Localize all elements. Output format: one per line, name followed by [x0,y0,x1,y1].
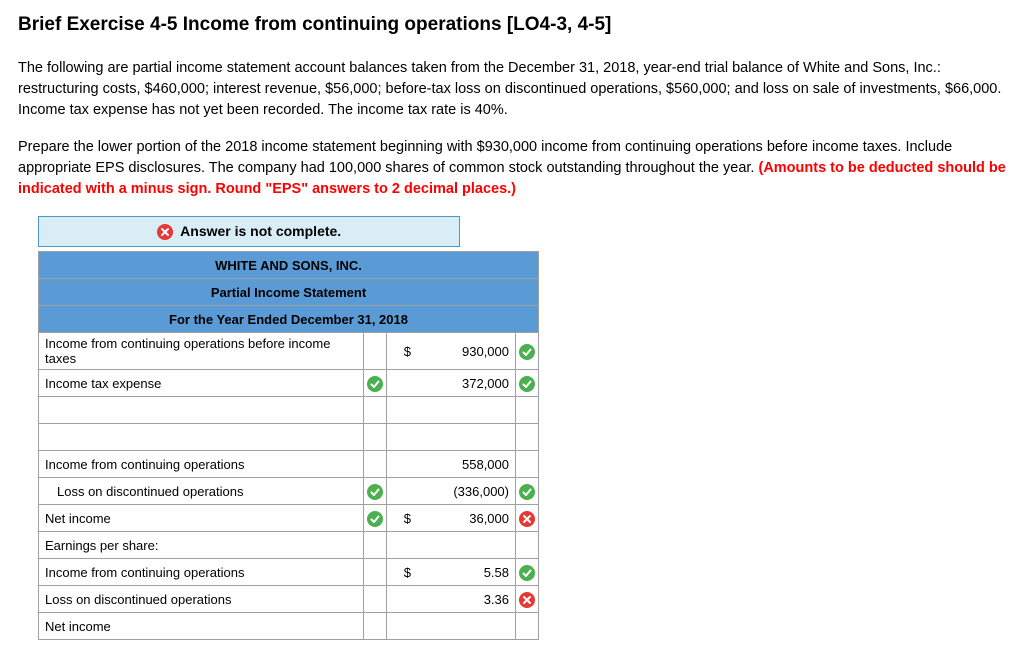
income-statement-table: WHITE AND SONS, INC. Partial Income Stat… [38,251,539,640]
table-row: Income from continuing operations 558,00… [39,451,539,478]
value-cell[interactable]: (336,000) [417,478,516,505]
row-mark-right [516,478,539,505]
currency-cell [387,370,418,397]
value-cell[interactable]: 5.58 [417,559,516,586]
table-header-2: Partial Income Statement [39,279,539,306]
row-label[interactable]: Loss on discontinued operations [39,586,364,613]
row-label[interactable]: Income from continuing operations before… [39,333,364,370]
row-label[interactable]: Income from continuing operations [39,451,364,478]
paragraph-1: The following are partial income stateme… [18,58,1006,121]
row-label: Earnings per share: [39,532,364,559]
answer-status-text: Answer is not complete. [180,223,341,239]
table-header-3: For the Year Ended December 31, 2018 [39,306,539,333]
table-row: Net income $ 36,000 [39,505,539,532]
value-cell[interactable] [417,613,516,640]
table-row [39,397,539,424]
table-row: Net income [39,613,539,640]
row-mark-left [364,505,387,532]
paragraph-2: Prepare the lower portion of the 2018 in… [18,137,1006,200]
row-mark-right [516,586,539,613]
table-row: Loss on discontinued operations 3.36 [39,586,539,613]
currency-cell: $ [387,559,418,586]
row-mark-left [364,333,387,370]
currency-cell: $ [387,505,418,532]
table-row [39,424,539,451]
row-label[interactable]: Income from continuing operations [39,559,364,586]
table-header-1: WHITE AND SONS, INC. [39,252,539,279]
value-cell[interactable]: 3.36 [417,586,516,613]
value-cell[interactable] [417,424,516,451]
currency-cell: $ [387,333,418,370]
row-label[interactable] [39,397,364,424]
table-row: Income from continuing operations before… [39,333,539,370]
row-mark-right [516,559,539,586]
value-cell[interactable] [417,397,516,424]
table-row: Earnings per share: [39,532,539,559]
cross-icon [157,224,173,240]
value-cell[interactable]: 930,000 [417,333,516,370]
row-mark-right [516,333,539,370]
value-cell[interactable]: 558,000 [417,451,516,478]
table-row: Loss on discontinued operations (336,000… [39,478,539,505]
row-mark-right [516,370,539,397]
row-label[interactable]: Income tax expense [39,370,364,397]
page-title: Brief Exercise 4-5 Income from continuin… [18,14,1006,36]
table-row: Income tax expense 372,000 [39,370,539,397]
answer-status-banner: Answer is not complete. [38,216,460,247]
table-row: Income from continuing operations $ 5.58 [39,559,539,586]
value-cell[interactable]: 372,000 [417,370,516,397]
row-mark-left [364,370,387,397]
value-cell[interactable]: 36,000 [417,505,516,532]
row-label[interactable]: Loss on discontinued operations [39,478,364,505]
row-label[interactable] [39,424,364,451]
row-label[interactable]: Net income [39,505,364,532]
row-mark-right [516,505,539,532]
row-label[interactable]: Net income [39,613,364,640]
row-mark-left [364,478,387,505]
